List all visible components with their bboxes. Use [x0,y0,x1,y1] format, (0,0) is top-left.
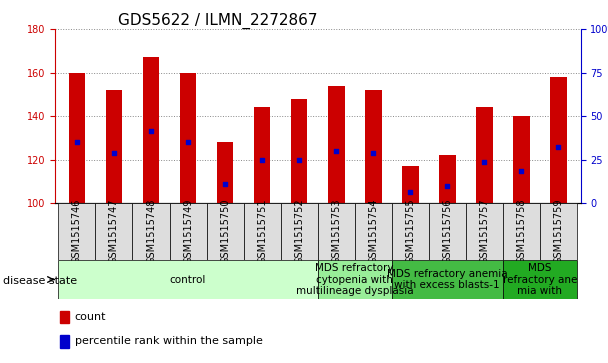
Bar [503,203,540,260]
Bar [392,260,503,299]
Bar [429,203,466,260]
Text: GSM1515751: GSM1515751 [257,199,267,264]
Point [257,157,267,163]
Text: MDS refractory
cytopenia with
multilineage dysplasia: MDS refractory cytopenia with multilinea… [296,263,413,296]
Point [183,139,193,145]
Bar [254,107,271,203]
Point [294,157,304,163]
Bar [540,203,577,260]
Point [443,183,452,189]
Bar [476,107,492,203]
Bar [95,203,133,260]
Point [480,159,489,165]
Bar [317,203,354,260]
Point [146,129,156,134]
Point [109,150,119,156]
Bar [328,86,345,203]
Text: GSM1515757: GSM1515757 [479,199,489,264]
Bar [133,203,170,260]
Bar [69,73,85,203]
Bar [143,57,159,203]
Bar [217,142,233,203]
Bar [244,203,281,260]
Text: GSM1515749: GSM1515749 [183,199,193,264]
Text: percentile rank within the sample: percentile rank within the sample [75,337,263,346]
Bar [58,260,317,299]
Text: GSM1515759: GSM1515759 [553,199,564,264]
Bar [503,260,577,299]
Text: GDS5622 / ILMN_2272867: GDS5622 / ILMN_2272867 [118,13,317,29]
Point [331,148,341,154]
Point [406,189,415,195]
Bar [354,203,392,260]
Bar [550,77,567,203]
Text: GSM1515756: GSM1515756 [442,199,452,264]
Text: GSM1515755: GSM1515755 [406,199,415,264]
Bar [392,203,429,260]
Text: GSM1515747: GSM1515747 [109,199,119,264]
Text: control: control [170,274,206,285]
Bar [365,90,382,203]
Bar [281,203,317,260]
Point [517,168,527,174]
Bar [466,203,503,260]
Bar [180,73,196,203]
Point [220,181,230,187]
Text: disease state: disease state [3,276,77,286]
Point [553,144,563,150]
Text: GSM1515750: GSM1515750 [220,199,230,264]
Text: count: count [75,312,106,322]
Bar [60,310,69,323]
Text: GSM1515746: GSM1515746 [72,199,82,264]
Bar [317,260,392,299]
Bar [402,166,418,203]
Text: GSM1515748: GSM1515748 [146,199,156,264]
Text: GSM1515752: GSM1515752 [294,199,304,264]
Bar [513,116,530,203]
Text: GSM1515753: GSM1515753 [331,199,341,264]
Point [368,150,378,156]
Bar [58,203,95,260]
Text: GSM1515754: GSM1515754 [368,199,378,264]
Point [72,139,82,145]
Bar [106,90,122,203]
Bar [60,335,69,348]
Text: GSM1515758: GSM1515758 [516,199,527,264]
Bar [170,203,207,260]
Bar [207,203,244,260]
Text: MDS refractory anemia
with excess blasts-1: MDS refractory anemia with excess blasts… [387,269,508,290]
Bar [439,155,455,203]
Text: MDS
refractory ane
mia with: MDS refractory ane mia with [503,263,577,296]
Bar [291,99,308,203]
